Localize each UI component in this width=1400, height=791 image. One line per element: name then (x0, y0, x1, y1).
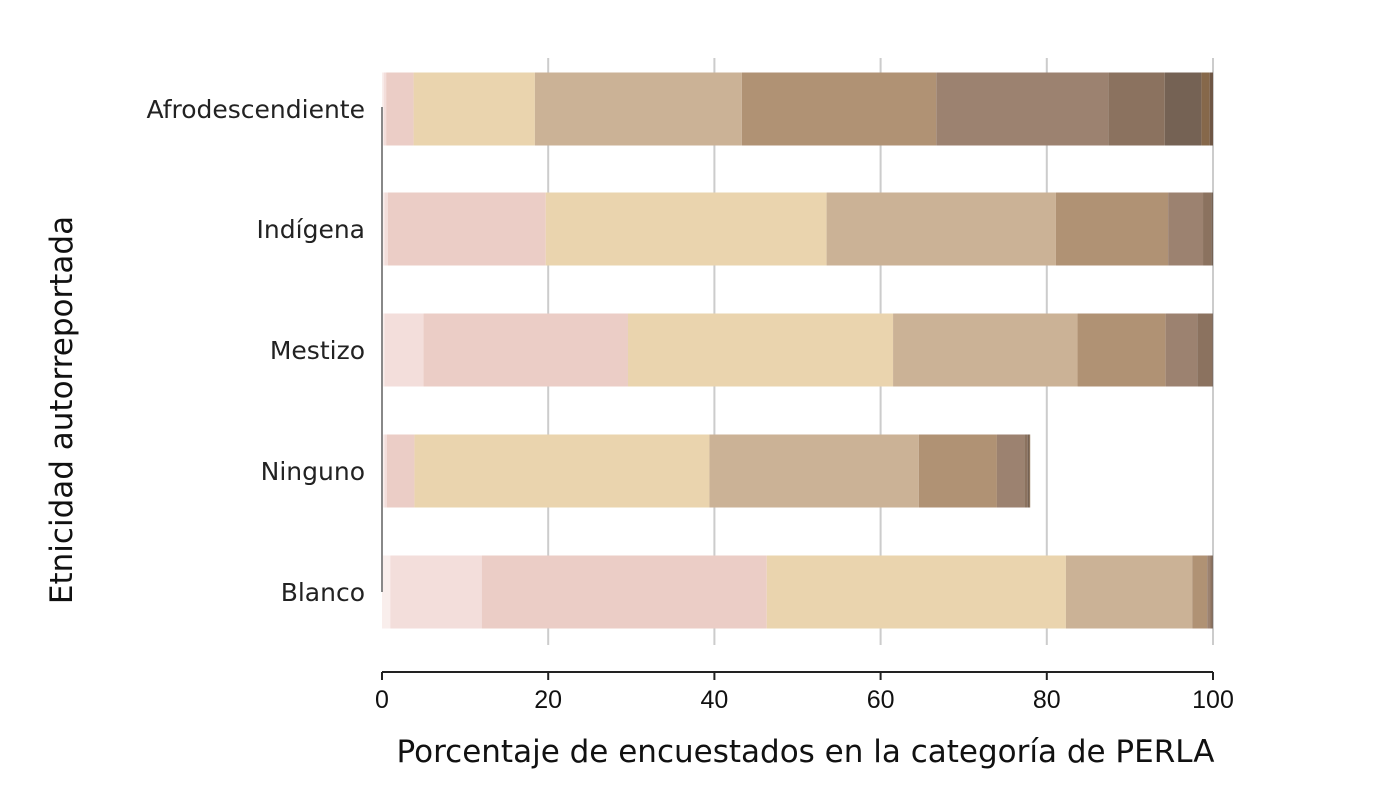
x-axis: 0 20 40 60 80 100 (375, 671, 1234, 714)
x-tick-label: 20 (534, 686, 562, 714)
bar-segment (893, 313, 1078, 387)
bar-segment (1197, 313, 1213, 387)
bar-segment (1168, 192, 1204, 266)
bar-segment (1108, 72, 1165, 146)
bar-segment (386, 434, 415, 508)
bar-segment (382, 555, 391, 629)
bar-segment (1077, 313, 1166, 387)
bar-segment (1164, 72, 1202, 146)
bar-segment (996, 434, 1025, 508)
bar-segment (1201, 72, 1210, 146)
bar-segment (1203, 192, 1212, 266)
x-tick-label: 0 (375, 686, 389, 714)
category-label: Blanco (281, 578, 365, 607)
bar-segment (741, 72, 937, 146)
bar-segment (1165, 313, 1198, 387)
bar-segment (1211, 192, 1213, 266)
bar-segment (423, 313, 628, 387)
bar-segment (1055, 192, 1169, 266)
category-labels: Afrodescendiente Indígena Mestizo Ninguno Bl… (146, 95, 365, 607)
bar-segment (936, 72, 1109, 146)
bar-segment (1212, 555, 1213, 629)
bar-segment (481, 555, 767, 629)
bar-segment (766, 555, 1066, 629)
x-tick-label: 100 (1192, 686, 1234, 714)
category-label: Indígena (257, 215, 365, 244)
bar-segment (1212, 313, 1213, 387)
bar-segment (382, 434, 385, 508)
bar-segment (1027, 434, 1030, 508)
bar-segment (826, 192, 1056, 266)
bar-segment (383, 72, 387, 146)
bar-segment (709, 434, 919, 508)
bar-segment (918, 434, 997, 508)
bar-segment (627, 313, 894, 387)
bar-segment (382, 192, 385, 266)
x-tick-label: 60 (867, 686, 895, 714)
bar-segment (1192, 555, 1208, 629)
bar-segment (386, 72, 414, 146)
x-axis-title: Porcentaje de encuestados en la categorí… (397, 734, 1215, 770)
category-label: Afrodescendiente (146, 95, 365, 124)
bar-segment (384, 192, 388, 266)
x-tick-label: 40 (700, 686, 728, 714)
category-label: Ninguno (261, 457, 365, 486)
y-axis-title: Etnicidad autorreportada (44, 216, 80, 604)
bar-segment (387, 192, 546, 266)
bar-segment (545, 192, 827, 266)
bar-segment (413, 72, 535, 146)
bar-segment (1065, 555, 1193, 629)
x-tick-label: 80 (1033, 686, 1061, 714)
bar-segment (382, 313, 385, 387)
bar-segment (1210, 555, 1213, 629)
category-label: Mestizo (270, 336, 365, 365)
bar-segment (384, 313, 424, 387)
bar-segment (1207, 555, 1211, 629)
bar-segment (414, 434, 710, 508)
bar-segment (534, 72, 742, 146)
bar-segment (384, 434, 387, 508)
bar-segment (1024, 434, 1028, 508)
bars (382, 72, 1213, 629)
bar-segment (1209, 72, 1213, 146)
bar-segment (390, 555, 482, 629)
bar-segment (1029, 434, 1031, 508)
